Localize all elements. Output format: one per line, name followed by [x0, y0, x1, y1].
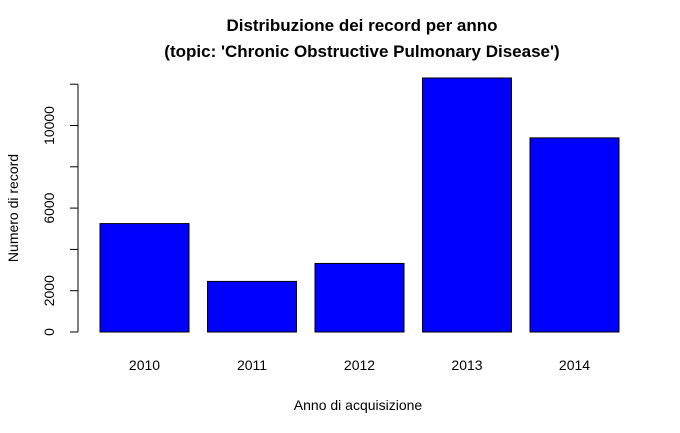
- y-tick-label: 6000: [41, 192, 57, 223]
- chart-subtitle: (topic: 'Chronic Obstructive Pulmonary D…: [164, 42, 559, 61]
- y-tick-label: 10000: [41, 106, 57, 145]
- y-axis: 0 2000 6000 10000: [41, 83, 79, 336]
- bar-2010: [99, 223, 190, 333]
- x-tick-label: 2010: [129, 357, 160, 373]
- x-axis-labels: 2010 2011 2012 2013 2014: [129, 357, 590, 373]
- x-tick-label: 2013: [451, 357, 482, 373]
- x-tick-label: 2014: [559, 357, 590, 373]
- chart-title: Distribuzione dei record per anno: [226, 16, 497, 35]
- x-axis-title: Anno di acquisizione: [294, 397, 423, 413]
- bar-2011: [207, 280, 297, 333]
- y-axis-title: Numero di record: [5, 154, 21, 262]
- bar-2012: [314, 262, 405, 333]
- y-tick-label: 0: [41, 328, 57, 336]
- bars-group: [99, 77, 620, 333]
- x-tick-label: 2011: [237, 357, 267, 373]
- x-tick-label: 2012: [344, 357, 375, 373]
- bar-2013: [422, 77, 512, 333]
- bar-2014: [529, 137, 620, 333]
- y-tick-label: 2000: [41, 275, 57, 306]
